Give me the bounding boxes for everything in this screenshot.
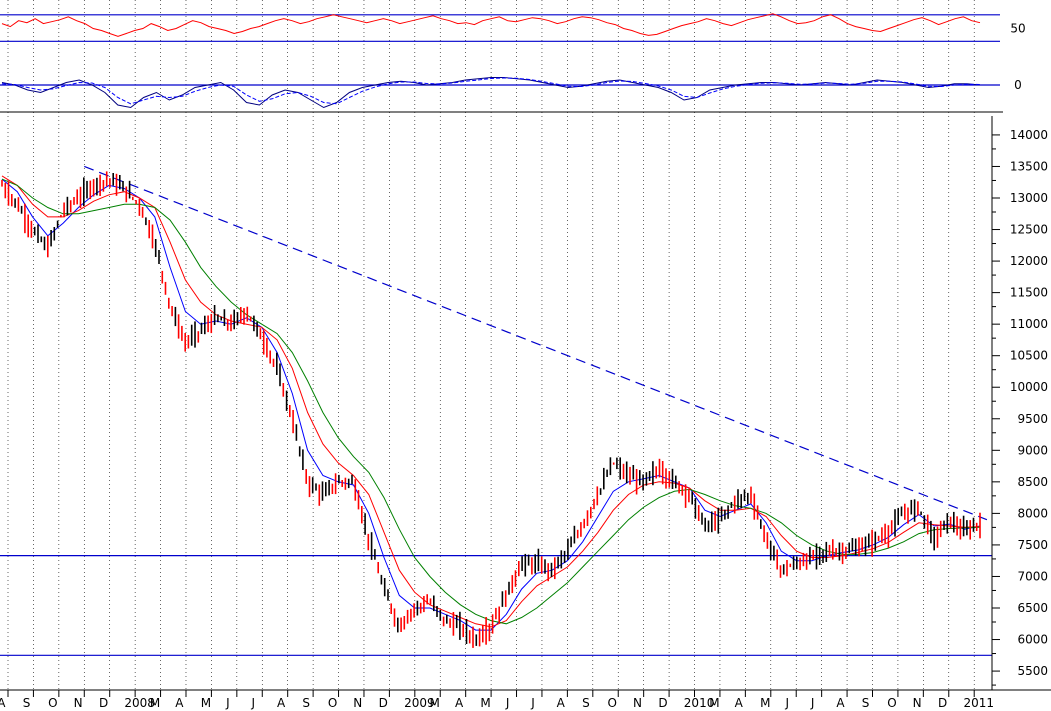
x-tick-label: 2010 (684, 696, 715, 710)
x-tick-label: A (455, 696, 464, 710)
x-tick-label: A (735, 696, 744, 710)
y-tick-label: 10500 (1010, 349, 1048, 363)
x-tick-label: M (709, 696, 719, 710)
x-tick-label: 2009 (404, 696, 435, 710)
macd-tick-label: 0 (1014, 78, 1022, 92)
macd-panel (0, 77, 1000, 109)
x-tick-label: N (633, 696, 642, 710)
rsi-line (1, 13, 981, 37)
x-tick-label: M (201, 696, 211, 710)
y-tick-label: 14000 (1010, 128, 1048, 142)
x-tick-label: N (913, 696, 922, 710)
x-tick-label: A (0, 696, 6, 710)
x-tick-label: S (582, 696, 590, 710)
x-tick-label: A (557, 696, 566, 710)
rsi-tick-label: 50 (1010, 22, 1025, 36)
x-tick-label: D (658, 696, 667, 710)
y-tick-label: 9500 (1017, 412, 1048, 426)
x-tick-label: J (530, 696, 535, 710)
y-tick-label: 11000 (1010, 317, 1048, 331)
x-tick-label: J (810, 696, 815, 710)
x-tick-label: O (887, 696, 896, 710)
x-tick-label: S (23, 696, 31, 710)
y-tick-label: 12000 (1010, 254, 1048, 268)
trendline (84, 165, 988, 521)
x-tick-label: N (74, 696, 83, 710)
x-tick-label: J (225, 696, 230, 710)
y-tick-label: 8000 (1017, 506, 1048, 520)
x-tick-label: N (353, 696, 362, 710)
y-tick-label: 13500 (1010, 159, 1048, 173)
macd-signal-line (1, 77, 981, 105)
x-tick-label: D (99, 696, 108, 710)
y-tick-label: 11500 (1010, 286, 1048, 300)
price-panel (0, 165, 992, 656)
y-tick-label: 12500 (1010, 223, 1048, 237)
y-tick-label: 8500 (1017, 475, 1048, 489)
y-tick-label: 13000 (1010, 191, 1048, 205)
y-tick-label: 7500 (1017, 538, 1048, 552)
x-tick-label: S (302, 696, 310, 710)
x-tick-label: A (836, 696, 845, 710)
y-tick-label: 6500 (1017, 601, 1048, 615)
x-tick-label: O (328, 696, 337, 710)
x-tick-label: J (785, 696, 790, 710)
x-tick-label: O (608, 696, 617, 710)
y-tick-label: 5500 (1017, 664, 1048, 678)
rsi-panel (0, 13, 1000, 42)
y-tick-label: 9000 (1017, 443, 1048, 457)
x-tick-label: M (480, 696, 490, 710)
x-tick-label: A (175, 696, 184, 710)
x-tick-label: S (862, 696, 870, 710)
x-tick-label: A (277, 696, 286, 710)
x-tick-label: M (430, 696, 440, 710)
x-tick-label: M (760, 696, 770, 710)
x-tick-label: J (251, 696, 256, 710)
x-tick-label: D (938, 696, 947, 710)
y-tick-label: 6000 (1017, 633, 1048, 647)
x-tick-label: J (505, 696, 510, 710)
x-tick-label: O (48, 696, 57, 710)
x-tick-label: 2008 (124, 696, 155, 710)
x-tick-label: 2011 (963, 696, 994, 710)
x-tick-label: M (150, 696, 160, 710)
y-tick-label: 7000 (1017, 569, 1048, 583)
x-tick-label: D (379, 696, 388, 710)
vertical-gridlines (7, 0, 975, 690)
y-tick-label: 10000 (1010, 380, 1048, 394)
